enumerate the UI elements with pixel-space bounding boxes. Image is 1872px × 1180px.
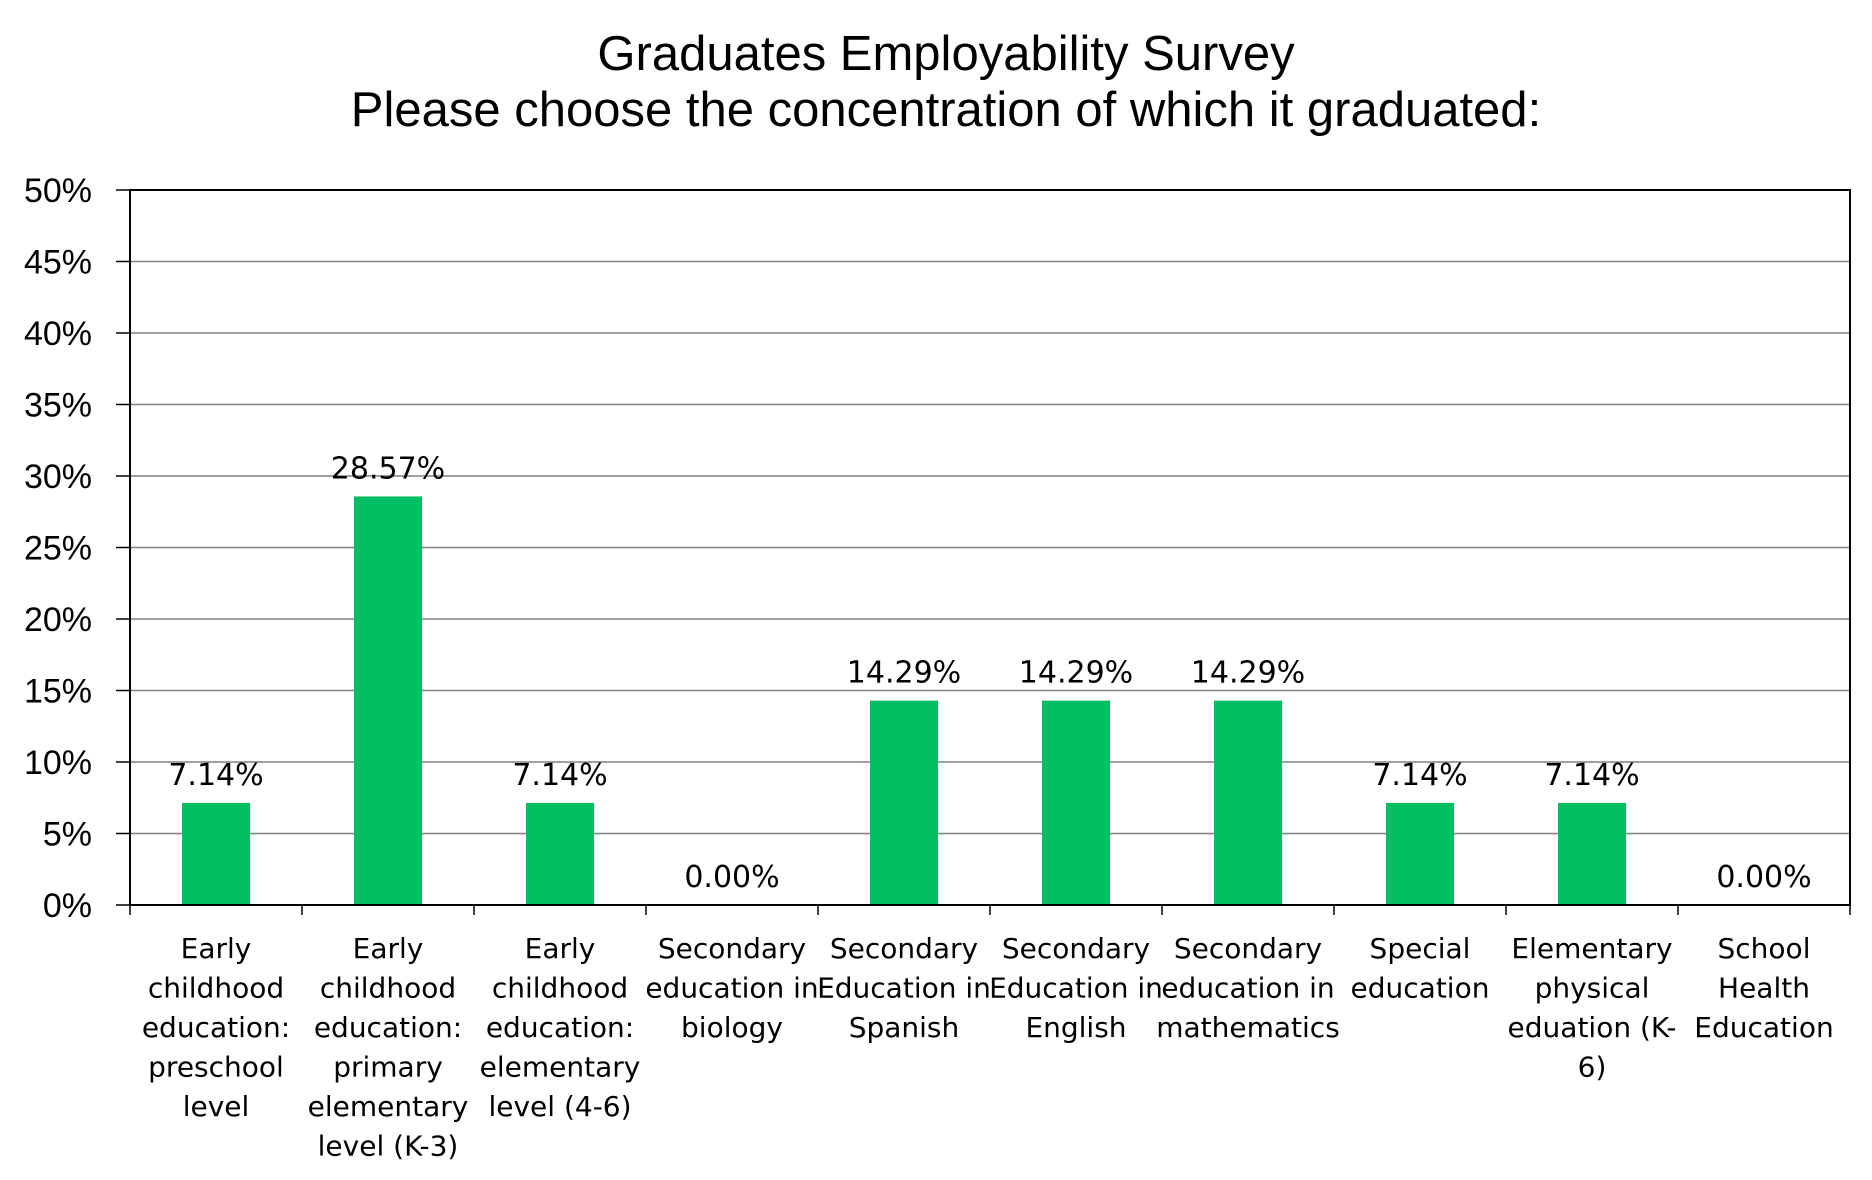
data-label: 14.29% xyxy=(847,656,961,691)
x-tick-label: Secondary education in mathematics xyxy=(1156,932,1340,1044)
bar xyxy=(182,802,250,905)
y-tick-label: 5% xyxy=(43,816,92,854)
bar xyxy=(1558,802,1626,905)
bar xyxy=(870,700,938,905)
bar xyxy=(1386,802,1454,905)
axes xyxy=(129,189,1851,915)
y-tick-label: 45% xyxy=(24,244,92,282)
data-label: 28.57% xyxy=(331,451,445,486)
chart-title: Graduates Employability Survey xyxy=(597,27,1295,81)
y-tick-label: 20% xyxy=(24,601,92,639)
data-label: 7.14% xyxy=(168,758,263,793)
y-tick-label: 10% xyxy=(24,744,92,782)
x-tick-labels: Early childhood education: preschool levelEa… xyxy=(142,932,1834,1163)
x-tick-label: Early childhood education: primary elementar… xyxy=(308,932,469,1163)
y-tick-label: 30% xyxy=(24,458,92,496)
data-label: 7.14% xyxy=(1372,758,1467,793)
bar xyxy=(526,802,594,905)
data-label: 0.00% xyxy=(684,860,779,895)
chart-subtitle: Please choose the concentration of which… xyxy=(351,83,1541,137)
data-labels: 7.14% 28.57% 7.14% 0.00% 14.29% 14.29% 14.29% 7… xyxy=(168,451,1811,895)
y-tick-label: 50% xyxy=(24,172,92,210)
y-tick-label: 0% xyxy=(43,887,92,925)
plot-frame xyxy=(129,189,1851,906)
y-tick-label: 15% xyxy=(24,673,92,711)
x-tick-label: Secondary Education in Spanish xyxy=(817,932,991,1044)
x-tick-label: School Health Education xyxy=(1694,932,1833,1044)
data-label: 0.00% xyxy=(1716,860,1811,895)
bar xyxy=(1214,700,1282,905)
y-tick-label: 35% xyxy=(24,387,92,425)
data-label: 14.29% xyxy=(1191,656,1305,691)
data-label: 7.14% xyxy=(1544,758,1639,793)
y-tick-label: 25% xyxy=(24,530,92,568)
y-tick-labels: 0% 5% 10% 15% 20% 25% 30% 35% 40% 45% 50% xyxy=(24,172,92,925)
data-label: 7.14% xyxy=(512,758,607,793)
x-tick-label: Elementary physical eduation (K-6) xyxy=(1508,932,1677,1084)
x-tick-label: Secondary education in biology xyxy=(645,932,818,1044)
y-tick-label: 40% xyxy=(24,315,92,353)
bar xyxy=(354,496,422,905)
bars xyxy=(182,496,1626,905)
x-tick-label: Early childhood education: elementary level … xyxy=(480,932,641,1123)
x-tick-label: Early childhood education: preschool level xyxy=(142,932,290,1123)
data-label: 14.29% xyxy=(1019,656,1133,691)
x-tick-label: Special education xyxy=(1351,932,1490,1005)
bar xyxy=(1042,700,1110,905)
x-tick-label: Secondary Education in English xyxy=(989,932,1163,1044)
